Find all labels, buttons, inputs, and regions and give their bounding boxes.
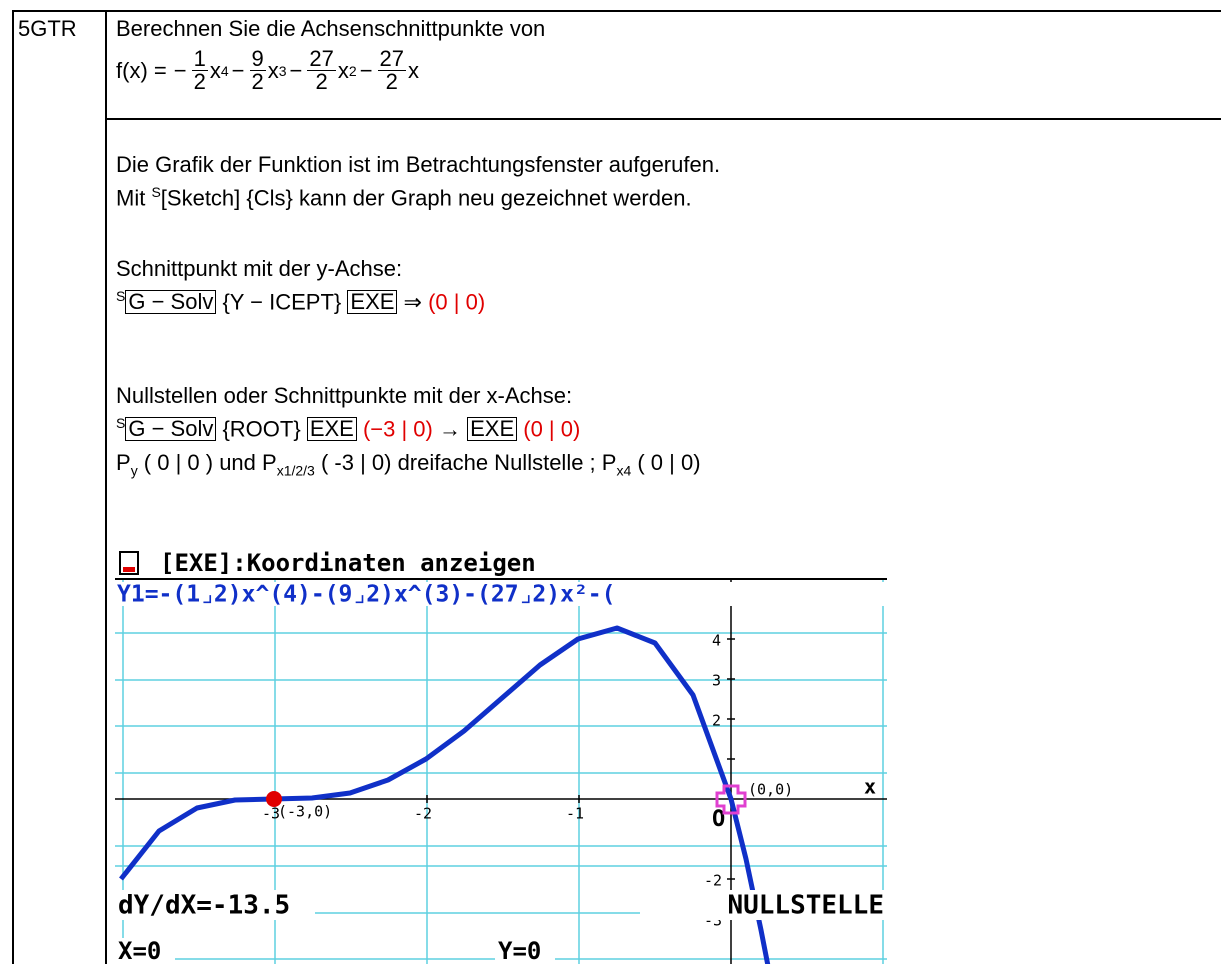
- root-point: [266, 791, 282, 807]
- y-readout: Y=0: [498, 937, 541, 964]
- function-text: Y1=-(1⌟2)x^(4)-(9⌟2)x^(3)-(27⌟2)x²-(: [117, 582, 616, 608]
- x-tick-label: -1: [566, 805, 584, 823]
- slope-readout: dY/dX=-13.5: [118, 891, 290, 921]
- calculator-screen: [EXE]:Koordinaten anzeigen -3 -2 -1 4 3 …: [0, 0, 1221, 964]
- screen-header: [EXE]:Koordinaten anzeigen: [160, 549, 536, 577]
- x-tick-label: -2: [414, 805, 432, 823]
- y-tick-label: -2: [704, 872, 722, 890]
- y-tick-label: 4: [712, 632, 721, 650]
- page: 5GTR Berechnen Sie die Achsenschnittpunk…: [0, 0, 1221, 964]
- battery-level: [123, 567, 135, 572]
- x-readout: X=0: [118, 937, 161, 964]
- point-label: (0,0): [748, 781, 793, 799]
- y-tick-label: 2: [712, 712, 721, 730]
- plot: -3 -2 -1 4 3 2 -2 -3 (-3,0) (0,0) x O Y1…: [115, 580, 887, 964]
- y-tick-label: 3: [712, 672, 721, 690]
- axis-label: x: [864, 775, 876, 799]
- mode-label: NULLSTELLE: [727, 891, 884, 921]
- point-label: (-3,0): [278, 803, 332, 821]
